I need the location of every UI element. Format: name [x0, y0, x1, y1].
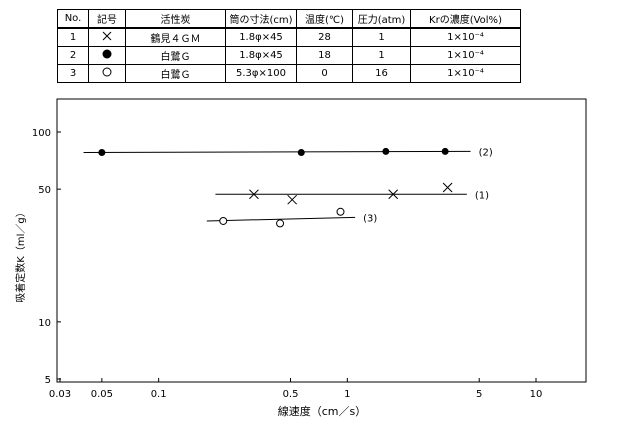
table-header-row: No. 記号 活性炭 筒の寸法(cm) 温度(℃) 圧力(atm) Krの濃度(… [57, 9, 521, 29]
series-label: (3) [363, 213, 377, 224]
x-tick-label: 0.1 [151, 389, 167, 400]
table-row: 2 白鷺Ｇ 1.8φ×45 18 1 1×10⁻⁴ [57, 46, 521, 65]
data-point [276, 219, 285, 228]
data-point [442, 182, 453, 193]
header-symbol: 記号 [88, 9, 126, 29]
header-carbon: 活性炭 [125, 9, 226, 29]
row-conc: 1×10⁻⁴ [410, 64, 521, 83]
table-row: 3 白鷺Ｇ 5.3φ×100 0 16 1×10⁻⁴ [57, 64, 521, 83]
fit-line [83, 150, 471, 153]
series-label: (1) [475, 190, 489, 201]
data-point [249, 189, 259, 200]
data-point [441, 147, 449, 155]
header-size: 筒の寸法(cm) [225, 9, 297, 29]
header-no: No. [57, 9, 89, 29]
series-label: (2) [479, 147, 493, 158]
y-tick-label: 100 [32, 128, 51, 139]
fit-line [206, 216, 356, 222]
data-point [98, 148, 106, 156]
row-carbon: 白鷺Ｇ [125, 64, 226, 83]
data-point [219, 216, 228, 225]
legend-table: No. 記号 活性炭 筒の寸法(cm) 温度(℃) 圧力(atm) Krの濃度(… [57, 9, 521, 83]
x-axis-title: 線速度（cm／s） [278, 404, 367, 418]
row-temp: 0 [296, 64, 353, 83]
data-point [336, 207, 345, 216]
header-pressure: 圧力(atm) [352, 9, 411, 29]
data-point [297, 148, 305, 156]
y-axis-title: 吸着定数K（ml／g） [14, 207, 27, 302]
x-tick-label: 5 [476, 389, 482, 400]
data-point [388, 189, 399, 200]
data-point [287, 194, 298, 205]
x-tick-label: 10 [530, 389, 543, 400]
x-marker-icon [102, 31, 112, 41]
table-row: 1 鶴見４ＧＭ 1.8φ×45 28 1 1×10⁻⁴ [57, 27, 521, 47]
x-tick-label: 1 [344, 389, 350, 400]
x-tick-label: 0.05 [91, 389, 113, 400]
x-tick-label: 0.5 [283, 389, 299, 400]
y-tick-label: 50 [38, 185, 51, 196]
series-labels: (2) (1) (3) [363, 147, 493, 224]
data-point [382, 147, 390, 155]
filled-circle-marker-icon [102, 49, 112, 59]
row-size: 5.3φ×100 [225, 64, 297, 83]
header-concentration: Krの濃度(Vol%) [410, 9, 521, 29]
y-tick-label: 10 [38, 318, 51, 329]
x-tick-label: 0.03 [49, 389, 71, 400]
open-circle-marker-icon [102, 67, 112, 77]
y-tick-label: 5 [45, 375, 51, 386]
data-points [98, 147, 453, 228]
plot-frame [56, 98, 587, 383]
fit-lines [83, 150, 471, 222]
